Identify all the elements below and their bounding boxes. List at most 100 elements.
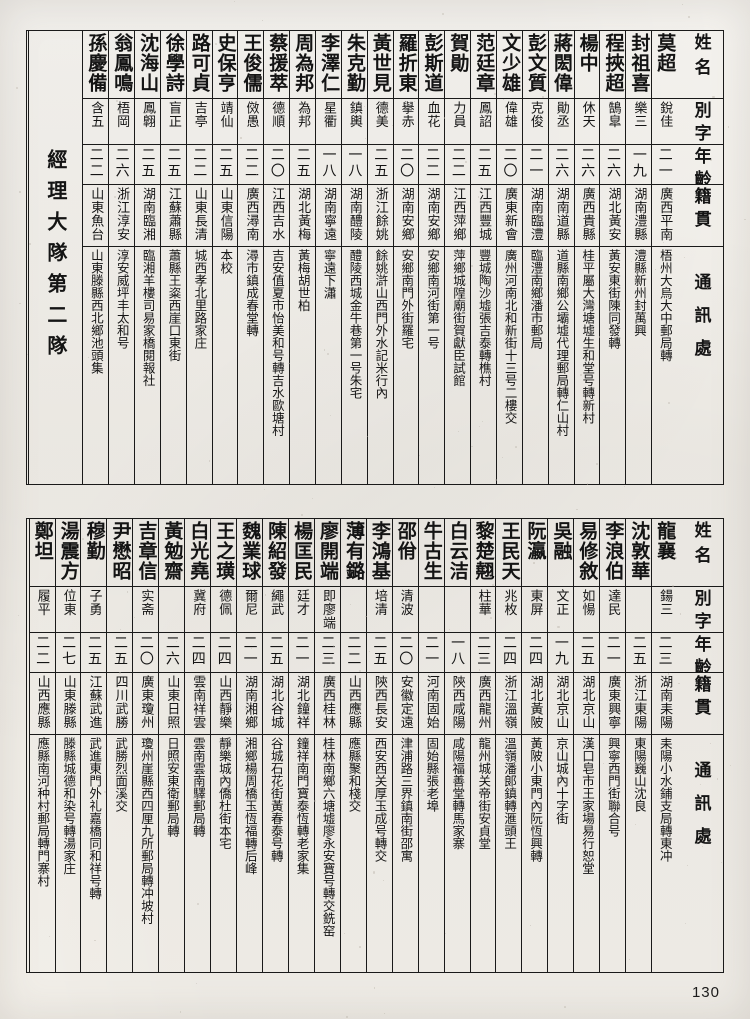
roster-entry-column[interactable]: 魏業球 爾尼 二一 湖南湘鄉 湘鄉楊周橋玉恆福轉后峰 <box>236 519 262 972</box>
paper-speck <box>311 497 313 500</box>
roster-entry-column[interactable]: 白云洁 一八 陝西咸陽 咸陽福善堂轉馬家寨 <box>443 519 470 972</box>
roster-entry-column[interactable]: 王民天 兆枚 二四 浙江溫嶺 溫嶺潘郞鎮轉滙頭王 <box>495 519 522 972</box>
roster-entry-column[interactable]: 楊中 休天 二六 廣西貴縣 桂平屬大灣塘墟生和堂号轉新村 <box>573 31 600 484</box>
entry-address-text: 咸陽福善堂轉馬家寨 <box>450 737 466 850</box>
roster-entry-column[interactable]: 程挾超 鵠皐 二六 湖北黃安 黃安東街陳同發轉 <box>599 31 626 484</box>
entry-address-text: 瓊州崖縣西四厘九所郵局轉冲坡村 <box>139 737 155 925</box>
roster-entry-column[interactable]: 彭文質 克俊 二一 湖南臨澧 臨澧南鄉潘市郵局 <box>521 31 548 484</box>
paper-speck <box>727 126 730 128</box>
roster-entry-column[interactable]: 王俊儒 傚愚 二二 廣西潯南 潯市鎮成春堂轉 <box>237 31 264 484</box>
entry-alias-cell: 繩武 <box>263 587 288 633</box>
entry-alias-text: 樂三 <box>631 101 647 128</box>
entry-name-cell: 牛古生 <box>418 519 444 587</box>
paper-speck <box>515 446 517 449</box>
entry-origin-text: 湖南道縣 <box>553 187 569 241</box>
paper-speck <box>444 933 446 935</box>
paper-speck <box>382 879 384 881</box>
roster-entry-column[interactable]: 孫慶備 含五 二二 山東魚台 山東滕縣西北鄉池頭集 <box>82 31 109 484</box>
entry-address-text: 黃陂小東門內阮恆興轉 <box>528 737 544 862</box>
roster-entry-column[interactable]: 周為邦 為邦 二五 湖北黃梅 黃梅胡世柏 <box>289 31 315 484</box>
roster-entry-column[interactable]: 吉章信 实斋 二〇 廣東瓊州 瓊州崖縣西四厘九所郵局轉冲坡村 <box>132 519 159 972</box>
entry-name-text: 黃世見 <box>369 33 392 93</box>
roster-entry-column[interactable]: 易修敘 如愓 二五 湖北京山 漢口皂市王家場易行恕堂 <box>573 519 600 972</box>
entry-age-text: 二六 <box>604 147 621 179</box>
entry-name-text: 蔣閎偉 <box>550 33 573 93</box>
entry-origin-text: 湖南醴陵 <box>346 187 362 241</box>
roster-entry-column[interactable]: 牛古生 二一 河南固始 固始縣張老埠 <box>417 519 444 972</box>
paper-speck <box>17 614 19 616</box>
entry-origin-cell: 湖北谷城 <box>263 673 288 735</box>
roster-entry-column[interactable]: 鄭坦 履平 二二 山西應縣 應縣南河种村郵局轉門寨村 <box>28 519 55 972</box>
entry-name-text: 阮瀛 <box>524 521 547 561</box>
paper-speck <box>489 616 493 620</box>
roster-entry-column[interactable]: 吳融 文正 一九 湖北京山 京山城內十字街 <box>547 519 574 972</box>
entry-address-text: 東陽巍山沈良 <box>631 737 647 812</box>
roster-entry-column[interactable]: 李浪伯 達民 二一 廣東興寧 興寧西門街聯合号 <box>599 519 626 972</box>
roster-entry-column[interactable]: 封祖喜 樂三 一九 湖南澧縣 澧縣新州封萬興 <box>625 31 652 484</box>
entry-origin-cell: 湖北黃梅 <box>290 185 315 247</box>
entry-origin-cell: 山西靜樂 <box>211 673 237 735</box>
roster-entry-column[interactable]: 李澤仁 星衢 一八 湖南寧遠 寧遠下瀟 <box>314 31 341 484</box>
entry-address-text: 溫嶺潘郞鎮轉滙頭王 <box>502 737 518 850</box>
roster-entry-column[interactable]: 朱克勤 鎮輿 一八 湖南醴陵 醴陵西城金牛巷第一号朱宅 <box>340 31 367 484</box>
paper-speck <box>631 261 633 263</box>
roster-entry-column[interactable]: 蔡援萃 德順 二〇 江西吉水 吉安值夏市怡美和号轉吉水歐塘村 <box>263 31 290 484</box>
roster-entry-column[interactable]: 翁鳳鳴 梧岡 二六 浙江淳安 淳安威坪丰太和号 <box>108 31 134 484</box>
roster-entry-column[interactable]: 陳紹發 繩武 二五 湖北谷城 谷城石花街黃春泰号轉 <box>262 519 288 972</box>
row-header-age: 年齡 <box>677 145 723 185</box>
paper-speck <box>204 534 207 537</box>
paper-speck <box>120 628 122 630</box>
roster-entry-column[interactable]: 范廷章 鳳詔 二五 江西豐城 豐城陶沙墟張吉泰轉樵村 <box>470 31 496 484</box>
roster-entry-column[interactable]: 黃勉齋 二六 山東日照 日照安東衛郵局轉 <box>158 519 185 972</box>
row-header-age-label: 年齡 <box>690 147 711 185</box>
entry-age-cell: 二一 <box>600 633 626 673</box>
entry-alias-cell: 擧赤 <box>393 99 419 145</box>
entry-age-text: 二五 <box>86 635 103 667</box>
roster-entry-column[interactable]: 徐學詩 盲正 二五 江蘇蕭縣 蕭縣王粢西崖口東街 <box>159 31 186 484</box>
roster-entry-column[interactable]: 薄有鏴 二二 山西應縣 應縣聚和棧交 <box>339 519 366 972</box>
entry-origin-cell: 江西吉水 <box>264 185 290 247</box>
roster-entry-column[interactable]: 湯震方 位東 二七 山東滕縣 滕縣城德和染号轉湯家庄 <box>54 519 81 972</box>
roster-entry-column[interactable]: 莫超 銳佳 二一 廣西平南 梧州大烏大中郵局轉 <box>651 31 677 484</box>
paper-speck <box>563 1006 566 1009</box>
roster-entry-column[interactable]: 蔣閎偉 勛丞 二六 湖南道縣 道縣南鄉公壩墟代理郵局轉仁山村 <box>547 31 574 484</box>
entry-origin-text: 湖南臨湘 <box>140 187 155 241</box>
row-header-origin: 籍貫 <box>677 185 723 247</box>
roster-entry-column[interactable]: 穆勤 子勇 二五 江蘇武進 武進東門外礼嘉橋同和祥号轉 <box>80 519 107 972</box>
roster-entry-column[interactable]: 文少雄 偉雄 二〇 廣東新會 廣州河南北和新街十三号二樓交 <box>495 31 522 484</box>
roster-entry-column[interactable]: 路可貞 吉亭 二二 山東長清 城西孝北里路家庄 <box>185 31 212 484</box>
entry-address-cell: 滕縣城德和染号轉湯家庄 <box>56 735 81 972</box>
roster-entry-column[interactable]: 黎楚翹 柱華 二三 廣西龍州 龍州城关帝街安貞堂 <box>469 519 496 972</box>
roster-entry-column[interactable]: 王之璜 德佩 二四 山西靜樂 靜樂城內僑杜街本宅 <box>210 519 237 972</box>
row-header-age: 年齡 <box>677 633 723 673</box>
entry-address-text: 城西孝北里路家庄 <box>192 249 208 349</box>
roster-entry-column[interactable]: 沈海山 鳳翺 二五 湖南臨湘 臨湘羊樓司易家橋閱報社 <box>133 31 160 484</box>
paper-speck <box>542 96 544 98</box>
entry-name-cell: 蔡援萃 <box>264 31 290 99</box>
entry-age-cell: 二二 <box>29 633 55 673</box>
entry-alias-cell: 傚愚 <box>238 99 264 145</box>
entry-alias-text: 鎮輿 <box>346 101 362 128</box>
roster-entry-column[interactable]: 李鴻基 培清 二五 陝西長安 西安西关厚玉成号轉交 <box>365 519 392 972</box>
roster-entry-column[interactable]: 賀勛 力員 二二 江西萍鄉 萍鄉城隍廟街賀獻臣試館 <box>444 31 471 484</box>
roster-entry-column[interactable]: 沈敦華 二五 浙江東陽 東陽巍山沈良 <box>625 519 652 972</box>
entry-origin-cell: 山西應縣 <box>340 673 366 735</box>
roster-entry-column[interactable]: 阮瀛 東屏 二四 湖北黃陂 黃陂小東門內阮恆興轉 <box>521 519 548 972</box>
roster-entry-column[interactable]: 尹懋昭 二五 四川武勝 武勝烈面溪交 <box>106 519 133 972</box>
roster-entry-column[interactable]: 白光堯 冀府 二四 雲南祥雲 雲南雲南驛郵局轉 <box>184 519 211 972</box>
entry-age-text: 二五 <box>294 147 311 179</box>
roster-entry-column[interactable]: 龍襄 鍚三 二三 湖南耒陽 耒陽小水鋪支局轉東冲 <box>651 519 677 972</box>
entry-address-text: 雲南雲南驛郵局轉 <box>190 737 206 837</box>
paper-speck <box>681 3 683 5</box>
roster-entry-column[interactable]: 史保亨 靖仙 二五 山東信陽 本校 <box>211 31 238 484</box>
roster-entry-column[interactable]: 廖開端 即廖端 二三 廣西桂林 桂林南鄉六塘墟廖永安寶号轉交銑窑 <box>313 519 340 972</box>
roster-entry-column[interactable]: 彭斯道 血花 二二 湖南安鄉 安鄉南河街第一号 <box>418 31 445 484</box>
roster-entry-column[interactable]: 羅折東 擧赤 二〇 湖南安鄉 安鄉南門外街羅宅 <box>392 31 419 484</box>
entry-address-text: 廣州河南北和新街十三号二樓交 <box>502 249 518 424</box>
roster-entry-column[interactable]: 黃世見 德美 二五 浙江餘姚 餘姚滸山西門外水記米行內 <box>366 31 393 484</box>
entry-origin-cell: 廣東興寧 <box>600 673 626 735</box>
paper-speck <box>598 336 601 339</box>
roster-entry-column[interactable]: 楊匡民 廷才 二一 湖北鐘祥 鐘祥南門寶泰恆轉老家集 <box>287 519 314 972</box>
roster-entry-column[interactable]: 邵佾 清波 二〇 安徽定遠 津浦路三界鎮南街邵寓 <box>391 519 418 972</box>
entry-age-text: 二二 <box>87 147 104 179</box>
